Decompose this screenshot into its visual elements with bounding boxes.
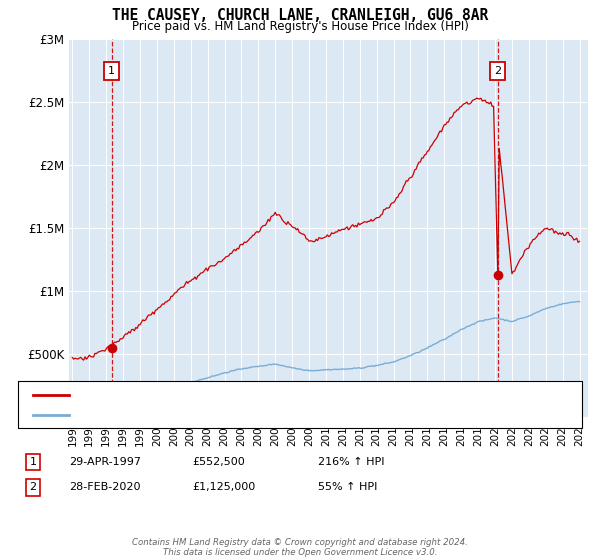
Text: Contains HM Land Registry data © Crown copyright and database right 2024.
This d: Contains HM Land Registry data © Crown c… (132, 538, 468, 557)
Text: 1: 1 (29, 457, 37, 467)
Text: £552,500: £552,500 (192, 457, 245, 467)
Text: THE CAUSEY, CHURCH LANE, CRANLEIGH, GU6 8AR: THE CAUSEY, CHURCH LANE, CRANLEIGH, GU6 … (112, 8, 488, 24)
Text: £1,125,000: £1,125,000 (192, 482, 255, 492)
Text: 1: 1 (108, 66, 115, 76)
Text: 29-APR-1997: 29-APR-1997 (69, 457, 141, 467)
Text: THE CAUSEY, CHURCH LANE, CRANLEIGH, GU6 8AR (detached house): THE CAUSEY, CHURCH LANE, CRANLEIGH, GU6 … (75, 390, 455, 400)
Text: 216% ↑ HPI: 216% ↑ HPI (318, 457, 385, 467)
Text: HPI: Average price, detached house, Waverley: HPI: Average price, detached house, Wave… (75, 410, 328, 420)
Text: 2: 2 (494, 66, 502, 76)
Text: 2: 2 (29, 482, 37, 492)
Text: Price paid vs. HM Land Registry's House Price Index (HPI): Price paid vs. HM Land Registry's House … (131, 20, 469, 32)
Text: 28-FEB-2020: 28-FEB-2020 (69, 482, 140, 492)
Text: 55% ↑ HPI: 55% ↑ HPI (318, 482, 377, 492)
